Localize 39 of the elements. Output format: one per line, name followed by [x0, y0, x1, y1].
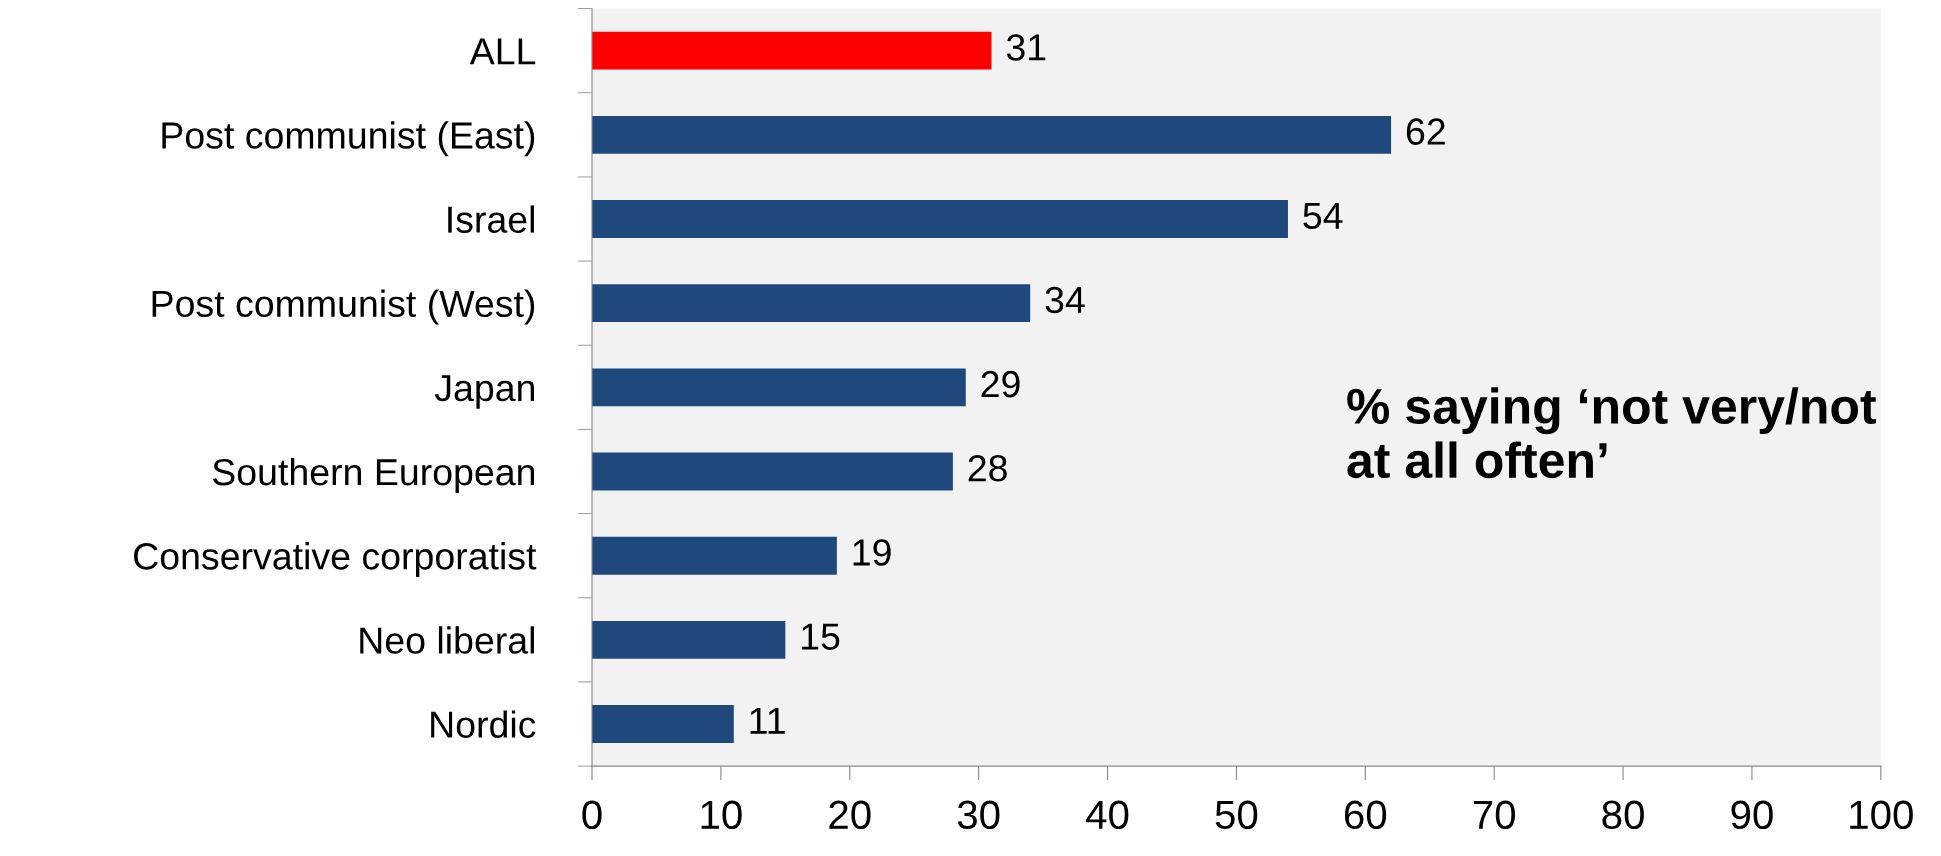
y-tick-label: Southern European [212, 457, 535, 493]
x-tick-label: 50 [1215, 800, 1258, 830]
x-tick-label: 60 [1344, 800, 1387, 830]
y-tick-label: Israel [448, 205, 534, 233]
bar [592, 705, 734, 743]
data-label: 29 [981, 370, 1020, 398]
data-label: 11 [750, 707, 785, 734]
bar [592, 368, 966, 407]
x-tick-label: 30 [957, 800, 1000, 830]
data-label: 34 [1045, 286, 1085, 314]
y-tick-label: Neo liberal [360, 626, 534, 654]
annotation: % saying ‘not very/not at all often’ [1347, 387, 1877, 479]
data-label: 62 [1406, 118, 1445, 145]
y-tick-label: Post communist (East) [162, 121, 535, 157]
x-tick-label: 90 [1731, 800, 1773, 830]
x-tick-label: 100 [1850, 800, 1913, 830]
bar [592, 200, 1288, 238]
data-label: 28 [968, 455, 1007, 482]
bar [592, 452, 953, 491]
bar [592, 620, 786, 659]
data-label: 19 [853, 539, 891, 566]
data-label: 15 [802, 623, 840, 650]
x-tick-label: 40 [1086, 800, 1129, 830]
x-tick-label: 70 [1473, 800, 1516, 830]
bar [592, 31, 992, 70]
y-tick-label: Post communist (West) [152, 289, 535, 325]
y-tick-label: Conservative corporatist [134, 542, 537, 578]
x-tick-label: 20 [829, 800, 871, 830]
x-tick-label: 80 [1602, 800, 1644, 830]
bar [592, 536, 837, 575]
bar [592, 115, 1392, 154]
y-tick-label: Japan [434, 375, 535, 409]
data-label: 54 [1303, 202, 1343, 230]
x-tick-label: 0 [582, 800, 602, 830]
bar [592, 284, 1031, 323]
x-tick-label: 10 [701, 800, 742, 830]
y-tick-label: Nordic [431, 710, 536, 738]
data-label: 31 [1006, 34, 1046, 61]
y-tick-label: ALL [469, 38, 536, 65]
